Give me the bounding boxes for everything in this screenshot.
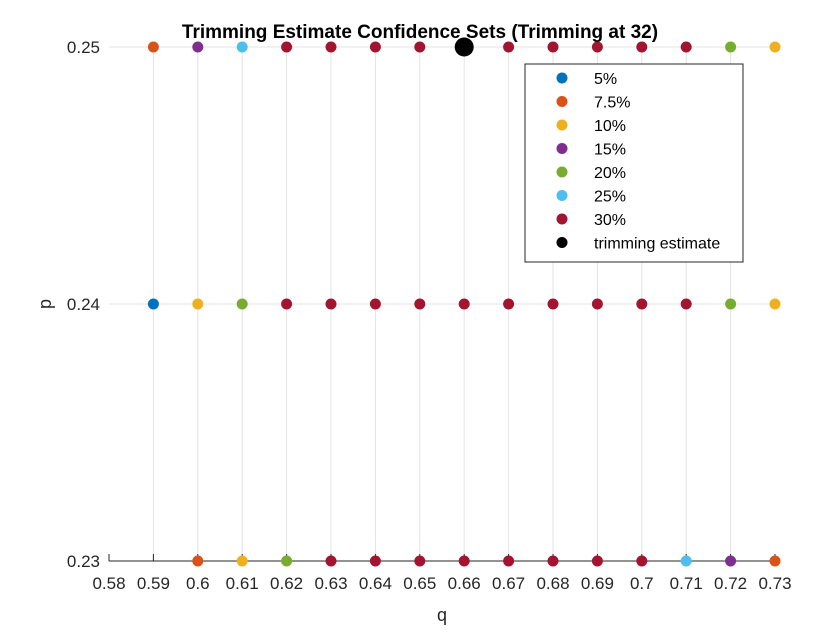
data-point <box>547 298 559 310</box>
data-point <box>769 41 781 53</box>
data-point <box>454 37 474 57</box>
y-tick-label: 0.24 <box>67 295 100 314</box>
data-point <box>192 298 204 310</box>
data-point <box>236 298 248 310</box>
y-tick-label: 0.23 <box>67 552 100 571</box>
data-point <box>591 298 603 310</box>
data-point <box>636 41 648 53</box>
data-point <box>769 555 781 567</box>
data-point <box>680 41 692 53</box>
y-tick-label: 0.25 <box>67 38 100 57</box>
x-tick-label: 0.63 <box>314 574 347 593</box>
legend-marker <box>556 119 568 131</box>
data-point <box>325 555 337 567</box>
legend-marker <box>556 72 568 84</box>
legend-label: 20% <box>594 165 626 182</box>
data-point <box>547 41 559 53</box>
data-point <box>680 555 692 567</box>
legend-label: trimming estimate <box>594 236 720 253</box>
data-point <box>147 298 159 310</box>
data-point <box>458 555 470 567</box>
x-axis-label: q <box>437 605 447 625</box>
data-point <box>769 298 781 310</box>
data-point <box>281 555 293 567</box>
x-tick-label: 0.61 <box>226 574 259 593</box>
x-tick-label: 0.71 <box>670 574 703 593</box>
legend-marker <box>556 96 568 107</box>
x-tick-label: 0.68 <box>536 574 569 593</box>
data-point <box>547 555 559 567</box>
x-tick-label: 0.69 <box>581 574 614 593</box>
x-tick-label: 0.59 <box>137 574 170 593</box>
data-point <box>636 298 648 310</box>
data-point <box>192 41 204 53</box>
x-tick-label: 0.7 <box>630 574 654 593</box>
legend-box <box>524 63 744 263</box>
data-point <box>414 555 426 567</box>
data-point <box>414 298 426 310</box>
data-point <box>369 555 381 567</box>
y-axis-label: p <box>35 299 55 309</box>
x-tick-label: 0.72 <box>714 574 747 593</box>
data-point <box>325 298 337 310</box>
x-tick-label: 0.64 <box>359 574 392 593</box>
x-tick-label: 0.67 <box>492 574 525 593</box>
data-points <box>147 37 781 567</box>
data-point <box>369 298 381 310</box>
tick-layer: 0.58 0.59 0.6 0.61 0.62 0.63 0.64 0.65 0.66 0.67 0… <box>67 38 792 593</box>
legend-marker <box>556 237 568 248</box>
data-point <box>192 555 204 567</box>
data-point <box>458 298 470 310</box>
data-point <box>591 41 603 53</box>
legend-marker <box>556 166 568 178</box>
data-point <box>503 41 515 53</box>
legend-label: 25% <box>594 189 626 206</box>
legend-label: 7.5% <box>594 95 630 112</box>
data-point <box>281 41 293 53</box>
legend: 5% 7.5% 10% 15% 20% 25% 30% trimming estimate <box>524 63 744 263</box>
data-point <box>591 555 603 567</box>
legend-marker <box>556 143 568 154</box>
x-tick-label: 0.58 <box>92 574 125 593</box>
legend-label: 30% <box>594 212 626 229</box>
legend-marker <box>556 190 568 201</box>
data-point <box>236 555 248 567</box>
x-tick-label: 0.6 <box>186 574 210 593</box>
data-point <box>725 41 737 53</box>
x-tick-label: 0.62 <box>270 574 303 593</box>
data-point <box>236 41 248 53</box>
data-point <box>325 41 337 53</box>
data-point <box>414 41 426 53</box>
legend-label: 5% <box>594 71 617 88</box>
data-point <box>636 555 648 567</box>
data-point <box>369 41 381 53</box>
data-point <box>725 298 737 310</box>
data-point <box>147 41 159 53</box>
data-point <box>680 298 692 310</box>
legend-label: 15% <box>594 142 626 159</box>
data-point <box>725 555 737 567</box>
legend-marker <box>556 213 568 225</box>
data-point <box>503 298 515 310</box>
legend-label: 10% <box>594 118 626 135</box>
data-point <box>281 298 293 310</box>
x-tick-label: 0.73 <box>758 574 791 593</box>
x-tick-label: 0.66 <box>448 574 481 593</box>
chart-title: Trimming Estimate Confidence Sets (Trimm… <box>182 22 658 43</box>
x-tick-label: 0.65 <box>403 574 436 593</box>
data-point <box>503 555 515 567</box>
